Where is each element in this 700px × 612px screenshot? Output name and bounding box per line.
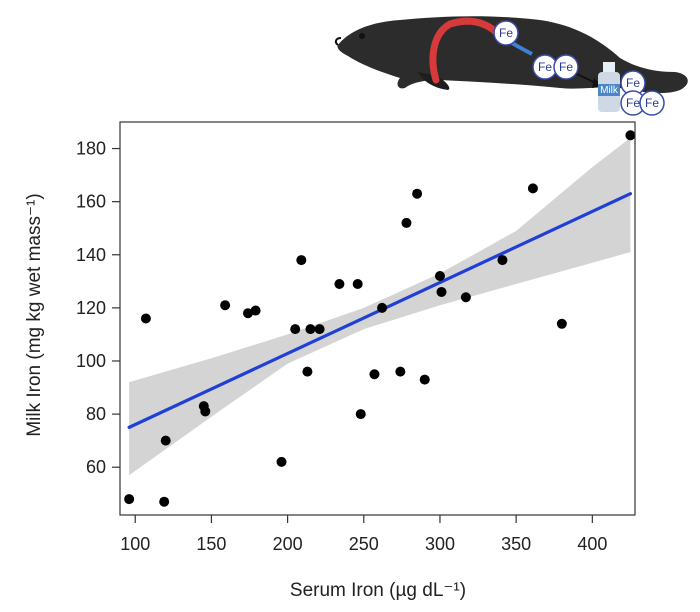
x-tick-label: 100 xyxy=(120,534,150,554)
data-point xyxy=(140,313,151,324)
data-point xyxy=(290,324,301,335)
data-point xyxy=(305,324,316,335)
y-tick-label: 160 xyxy=(76,192,106,212)
y-tick-label: 80 xyxy=(86,404,106,424)
data-point xyxy=(352,278,363,289)
data-point xyxy=(369,369,380,380)
data-point xyxy=(412,188,423,199)
data-point xyxy=(527,183,538,194)
iron-ion-label: Fe xyxy=(538,60,552,74)
y-tick-label: 120 xyxy=(76,298,106,318)
data-point xyxy=(460,292,471,303)
data-point xyxy=(401,217,412,228)
x-axis: 100 150 200 250 300 350 400 xyxy=(120,515,607,554)
iron-ion-4: Fe xyxy=(620,70,646,96)
data-point xyxy=(242,308,253,319)
plot-frame xyxy=(119,121,636,516)
seal-eye xyxy=(359,33,365,39)
data-point xyxy=(355,409,366,420)
x-tick-label: 400 xyxy=(577,534,607,554)
x-tick-label: 200 xyxy=(273,534,303,554)
data-point xyxy=(276,456,287,467)
x-tick-label: 150 xyxy=(196,534,226,554)
y-tick-label: 140 xyxy=(76,245,106,265)
seal-illustration: Fe Fe Fe Milk Fe Fe Fe xyxy=(334,16,688,116)
iron-ion-3: Fe xyxy=(553,54,579,80)
data-point xyxy=(436,286,447,297)
data-point xyxy=(434,271,445,282)
iron-ion-label: Fe xyxy=(645,96,659,110)
x-tick-label: 300 xyxy=(425,534,455,554)
iron-ion-1: Fe xyxy=(493,20,519,46)
data-point xyxy=(296,255,307,266)
y-tick-label: 100 xyxy=(76,351,106,371)
data-point xyxy=(200,406,211,417)
blood-vessel-arc xyxy=(429,17,502,84)
data-points-layer xyxy=(124,130,636,507)
data-point xyxy=(314,324,325,335)
iron-ion-label: Fe xyxy=(559,60,573,74)
y-axis: 60 80 100 120 140 160 180 xyxy=(76,139,120,477)
data-point xyxy=(302,366,313,377)
seal-nose xyxy=(334,37,342,46)
data-point xyxy=(556,318,567,329)
data-point xyxy=(220,300,231,311)
iron-ion-5: Fe xyxy=(620,90,646,116)
data-point xyxy=(625,130,636,141)
iron-ion-6: Fe xyxy=(639,90,665,116)
data-point xyxy=(395,366,406,377)
data-point xyxy=(377,302,388,313)
data-point xyxy=(159,496,170,507)
data-point xyxy=(419,374,430,385)
data-point xyxy=(334,278,345,289)
iron-ion-label: Fe xyxy=(499,26,513,40)
data-point xyxy=(160,435,171,446)
iron-ion-label: Fe xyxy=(626,76,640,90)
data-point xyxy=(497,255,508,266)
y-tick-label: 180 xyxy=(76,139,106,159)
data-point xyxy=(124,494,135,505)
data-point xyxy=(250,305,261,316)
x-tick-label: 350 xyxy=(501,534,531,554)
x-tick-label: 250 xyxy=(349,534,379,554)
milk-bottle-icon: Milk xyxy=(598,62,620,112)
iron-ion-label: Fe xyxy=(626,96,640,110)
x-axis-title: Serum Iron (µg dL⁻¹) xyxy=(290,580,466,601)
milk-label: Milk xyxy=(600,85,619,96)
y-tick-label: 60 xyxy=(86,457,106,477)
y-axis-title: Milk Iron (mg kg wet mass⁻¹) xyxy=(24,193,45,436)
